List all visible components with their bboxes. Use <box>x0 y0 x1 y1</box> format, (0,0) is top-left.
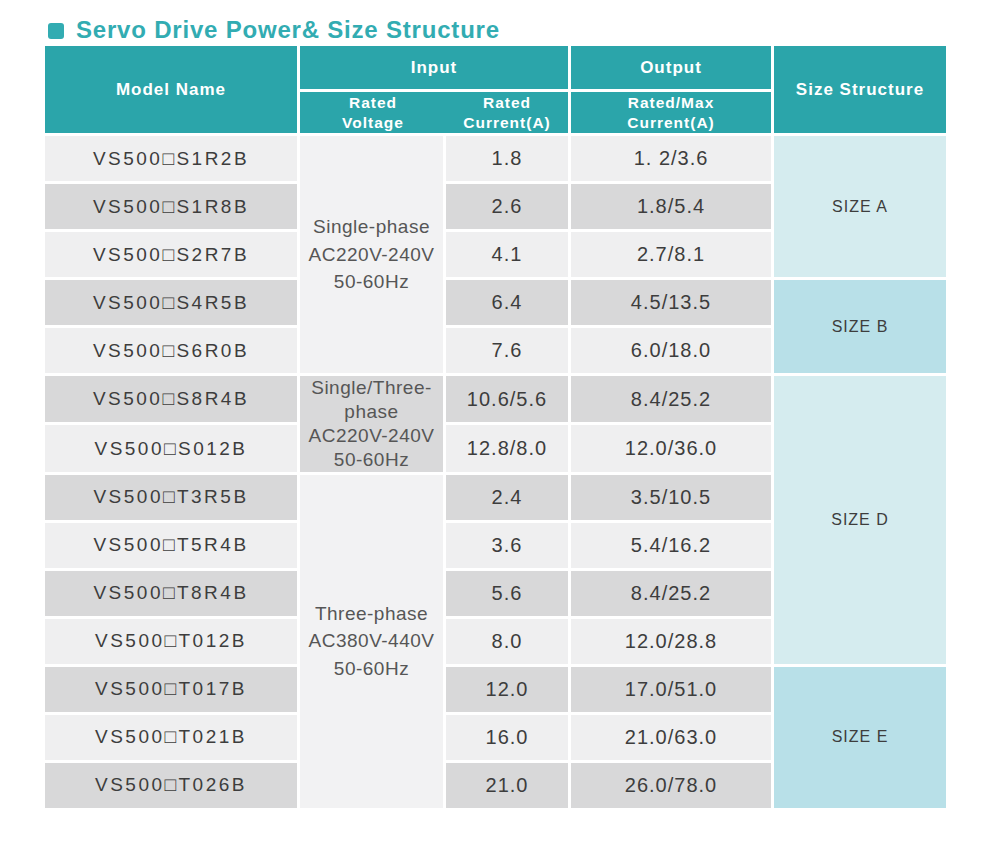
model-cell: VS500□S4R5B <box>45 280 297 325</box>
output-current-cell: 1. 2/3.6 <box>571 136 771 181</box>
header-size-structure: Size Structure <box>774 46 946 133</box>
rated-current-cell: 1.8 <box>446 136 568 181</box>
rated-current-cell: 8.0 <box>446 619 568 664</box>
rated-current-cell: 2.6 <box>446 184 568 229</box>
model-cell: VS500□T021B <box>45 715 297 760</box>
model-cell: VS500□S1R8B <box>45 184 297 229</box>
table-row: VS500□S8R4B Single/Three- phase AC220V-2… <box>45 376 946 422</box>
size-group-cell: SIZE B <box>774 280 946 373</box>
output-current-cell: 5.4/16.2 <box>571 523 771 568</box>
spec-table: Model Name Input Output Size Structure R… <box>42 43 949 811</box>
output-current-cell: 1.8/5.4 <box>571 184 771 229</box>
model-cell: VS500□S6R0B <box>45 328 297 373</box>
output-current-cell: 3.5/10.5 <box>571 475 771 520</box>
output-current-cell: 21.0/63.0 <box>571 715 771 760</box>
header-rated-voltage: Rated Voltage <box>300 93 446 132</box>
model-cell: VS500□T017B <box>45 667 297 712</box>
table-row: VS500□S1R2B Single-phase AC220V-240V 50-… <box>45 136 946 181</box>
size-group-cell: SIZE E <box>774 667 946 808</box>
header-input: Input <box>300 46 568 89</box>
rated-current-cell: 21.0 <box>446 763 568 808</box>
rated-current-cell: 12.0 <box>446 667 568 712</box>
rated-current-cell: 6.4 <box>446 280 568 325</box>
output-current-cell: 12.0/36.0 <box>571 425 771 471</box>
rated-current-cell: 3.6 <box>446 523 568 568</box>
output-current-cell: 17.0/51.0 <box>571 667 771 712</box>
rated-current-cell: 12.8/8.0 <box>446 425 568 471</box>
title-block: Servo Drive Power& Size Structure <box>0 0 990 41</box>
header-input-subcolumns: Rated Voltage Rated Current(A) <box>300 92 568 133</box>
output-current-cell: 8.4/25.2 <box>571 376 771 422</box>
output-current-cell: 4.5/13.5 <box>571 280 771 325</box>
output-current-cell: 26.0/78.0 <box>571 763 771 808</box>
output-current-cell: 8.4/25.2 <box>571 571 771 616</box>
rated-current-cell: 16.0 <box>446 715 568 760</box>
model-cell: VS500□S1R2B <box>45 136 297 181</box>
rated-current-cell: 10.6/5.6 <box>446 376 568 422</box>
title-bullet-icon <box>48 23 64 39</box>
voltage-group-cell: Single-phase AC220V-240V 50-60Hz <box>300 136 443 373</box>
output-current-cell: 6.0/18.0 <box>571 328 771 373</box>
table-row: VS500□T017B 12.0 17.0/51.0 SIZE E <box>45 667 946 712</box>
table-row: VS500□S4R5B 6.4 4.5/13.5 SIZE B <box>45 280 946 325</box>
model-cell: VS500□T8R4B <box>45 571 297 616</box>
rated-current-cell: 2.4 <box>446 475 568 520</box>
voltage-group-cell: Single/Three- phase AC220V-240V 50-60Hz <box>300 376 443 472</box>
rated-current-cell: 5.6 <box>446 571 568 616</box>
header-rated-max-current: Rated/Max Current(A) <box>571 92 771 133</box>
model-cell: VS500□S2R7B <box>45 232 297 277</box>
model-cell: VS500□T3R5B <box>45 475 297 520</box>
output-current-cell: 12.0/28.8 <box>571 619 771 664</box>
size-group-cell: SIZE A <box>774 136 946 277</box>
header-rated-current: Rated Current(A) <box>446 93 568 132</box>
output-current-cell: 2.7/8.1 <box>571 232 771 277</box>
model-cell: VS500□T026B <box>45 763 297 808</box>
size-group-cell: SIZE D <box>774 376 946 664</box>
voltage-group-cell: Three-phase AC380V-440V 50-60Hz <box>300 475 443 808</box>
model-cell: VS500□T012B <box>45 619 297 664</box>
header-output: Output <box>571 46 771 89</box>
model-cell: VS500□S8R4B <box>45 376 297 422</box>
rated-current-cell: 7.6 <box>446 328 568 373</box>
model-cell: VS500□T5R4B <box>45 523 297 568</box>
header-model-name: Model Name <box>45 46 297 133</box>
rated-current-cell: 4.1 <box>446 232 568 277</box>
model-cell: VS500□S012B <box>45 425 297 471</box>
page-title: Servo Drive Power& Size Structure <box>76 16 500 44</box>
